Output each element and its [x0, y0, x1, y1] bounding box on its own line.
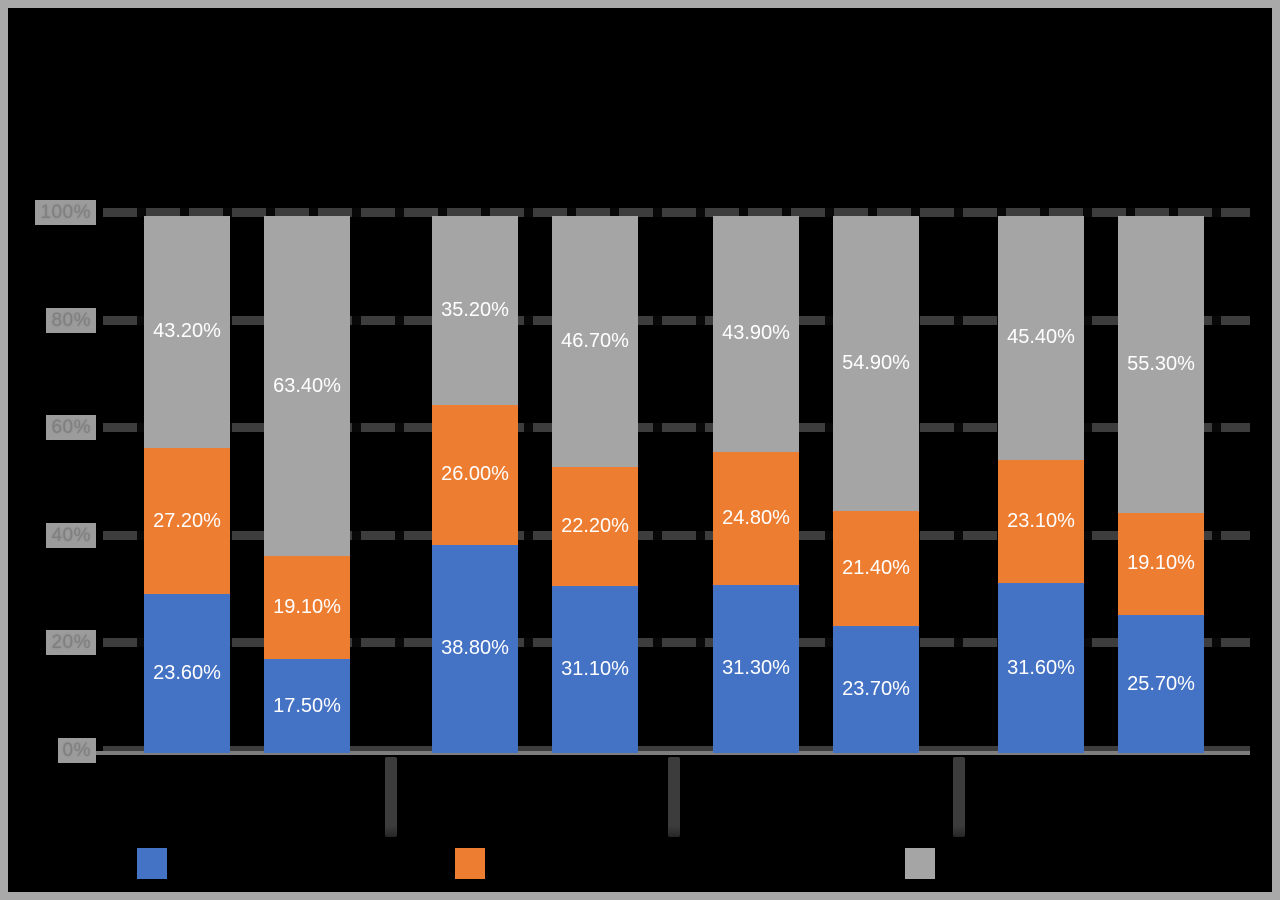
bar-segment: 43.90% — [713, 216, 799, 452]
bar-segment: 63.40% — [264, 216, 350, 557]
bar-segment: 19.10% — [1118, 512, 1204, 616]
data-label: 55.30% — [1127, 352, 1195, 375]
bar-segment: 26.00% — [432, 405, 518, 545]
bar-segment: 31.60% — [998, 583, 1084, 753]
bar-segment: 31.10% — [552, 585, 638, 753]
data-label: 35.20% — [441, 299, 509, 321]
data-label: 43.20% — [153, 320, 221, 343]
y-axis-tick-label: 100% — [35, 200, 96, 225]
legend-swatch — [137, 848, 167, 879]
legend-swatch — [455, 848, 485, 879]
bar-segment: 22.20% — [552, 466, 638, 586]
category-group-separator — [953, 757, 965, 837]
legend-swatch — [905, 848, 935, 879]
gridline — [103, 638, 1250, 648]
data-label: 26.00% — [441, 463, 509, 486]
y-axis-tick-label: 0% — [57, 738, 96, 763]
data-label: 31.10% — [561, 657, 629, 680]
data-label: 31.60% — [1007, 656, 1075, 679]
data-label: 54.90% — [842, 351, 910, 374]
data-label: 63.40% — [273, 374, 341, 397]
bar-segment: 23.10% — [998, 459, 1084, 584]
data-label: 43.90% — [722, 322, 790, 345]
gridline — [103, 746, 1250, 755]
bar-segment: 55.30% — [1118, 216, 1204, 513]
data-label: 22.20% — [561, 514, 629, 537]
bar-segment: 23.70% — [833, 625, 919, 753]
x-axis-line — [95, 751, 1250, 755]
category-group-separator — [385, 757, 397, 837]
bar-segment: 46.70% — [552, 216, 638, 467]
y-axis-tick-label: 20% — [46, 630, 96, 656]
category-group-separator — [668, 757, 680, 837]
data-label: 23.60% — [153, 662, 221, 685]
gridline — [103, 423, 1250, 433]
bar-segment: 43.20% — [144, 216, 230, 448]
bar-segment: 24.80% — [713, 451, 799, 585]
data-label: 19.10% — [273, 596, 341, 619]
data-label: 23.70% — [842, 677, 910, 700]
data-label: 24.80% — [722, 506, 790, 529]
data-label: 27.20% — [153, 509, 221, 532]
bar-segment: 31.30% — [713, 584, 799, 753]
data-label: 45.40% — [1007, 326, 1075, 349]
gridline — [103, 530, 1250, 540]
y-axis-tick-label: 80% — [46, 307, 96, 333]
data-label: 38.80% — [441, 637, 509, 660]
data-label: 23.10% — [1007, 510, 1075, 532]
bar-segment: 21.40% — [833, 510, 919, 626]
data-label: 25.70% — [1127, 672, 1195, 695]
gridline — [103, 208, 1250, 217]
data-label: 19.10% — [1127, 552, 1195, 575]
bar-segment: 19.10% — [264, 556, 350, 660]
bar-segment: 25.70% — [1118, 615, 1204, 753]
data-label: 46.70% — [561, 329, 629, 352]
gridline — [103, 315, 1250, 325]
bar-segment: 27.20% — [144, 447, 230, 595]
y-axis-tick-label: 60% — [46, 415, 96, 441]
bar-segment: 54.90% — [833, 216, 919, 511]
bar-segment: 23.60% — [144, 594, 230, 753]
bar-segment: 17.50% — [264, 659, 350, 753]
y-axis-tick-label: 40% — [46, 522, 96, 548]
data-label: 21.40% — [842, 556, 910, 579]
bar-segment: 38.80% — [432, 544, 518, 753]
data-label: 17.50% — [273, 694, 341, 717]
bar-segment: 45.40% — [998, 216, 1084, 460]
data-label: 31.30% — [722, 657, 790, 680]
bar-segment: 35.20% — [432, 216, 518, 406]
